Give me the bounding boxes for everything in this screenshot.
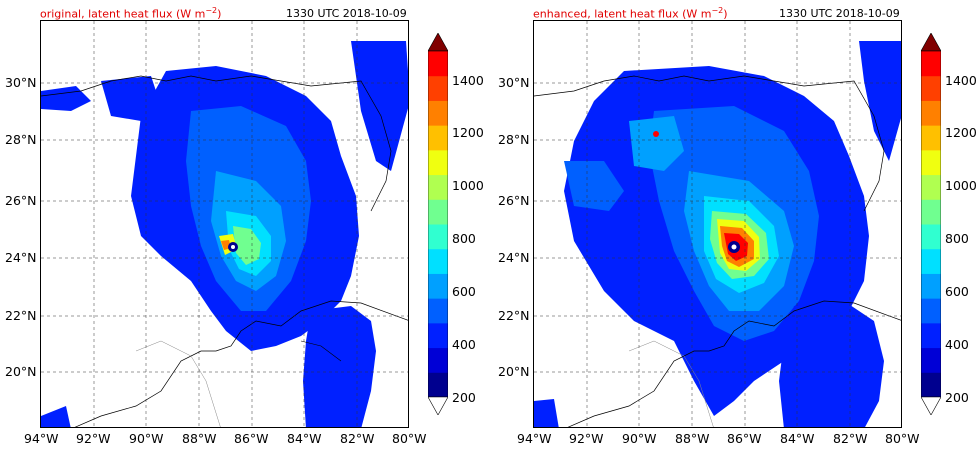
lat-tick: 24°N: [498, 250, 530, 265]
lat-tick: 26°N: [498, 193, 530, 208]
panel-original: original, latent heat flux (W m−2) 1330 …: [5, 6, 484, 446]
panel-title: enhanced, latent heat flux (W m−2): [533, 6, 728, 21]
colorbar-tick: 800: [452, 231, 476, 246]
colorbar-segment: [921, 224, 941, 250]
colorbar-segment: [921, 51, 941, 77]
map-original: [40, 20, 409, 428]
lon-tick: 84°W: [780, 431, 815, 446]
colorbar-tick: 1000: [452, 178, 484, 193]
lat-tick: 26°N: [5, 193, 37, 208]
lon-tick: 86°W: [727, 431, 762, 446]
colorbar-left: [428, 33, 448, 415]
colorbar-segment: [428, 100, 448, 126]
colorbar-segment: [428, 149, 448, 176]
colorbar-tick: 600: [945, 284, 969, 299]
lon-tick: 80°W: [885, 431, 920, 446]
map-enhanced: [533, 20, 902, 428]
lon-tick: 82°W: [340, 431, 375, 446]
colorbar-segment: [921, 248, 941, 274]
lon-tick: 90°W: [129, 431, 164, 446]
lat-tick: 22°N: [498, 308, 530, 323]
colorbar-segment: [428, 51, 448, 77]
lat-tick: 20°N: [498, 364, 530, 379]
lat-tick: 28°N: [498, 132, 530, 147]
colorbar-segment: [921, 199, 941, 225]
panel-timestamp: 1330 UTC 2018-10-09: [779, 7, 900, 20]
colorbar-tick: 1400: [452, 73, 484, 88]
colorbar-tick: 1200: [945, 125, 977, 140]
colorbar-tick: 200: [452, 390, 476, 405]
lat-tick: 24°N: [5, 250, 37, 265]
colorbar-segment: [428, 224, 448, 250]
colorbar-extend-min: [921, 396, 941, 415]
colorbar-tick: 800: [945, 231, 969, 246]
colorbar-segment: [428, 298, 448, 324]
lon-tick: 90°W: [622, 431, 657, 446]
lon-tick: 82°W: [833, 431, 868, 446]
lon-tick: 88°W: [182, 431, 217, 446]
lat-tick: 30°N: [498, 75, 530, 90]
lon-tick: 92°W: [76, 431, 111, 446]
panel-enhanced: enhanced, latent heat flux (W m−2) 1330 …: [493, 0, 980, 451]
colorbar-segment: [921, 372, 941, 398]
lon-tick: 92°W: [569, 431, 604, 446]
colorbar-tick: 400: [452, 337, 476, 352]
colorbar-tick: 200: [945, 390, 969, 405]
lat-tick: 28°N: [5, 132, 37, 147]
lat-tick: 20°N: [5, 364, 37, 379]
colorbar-tick: 400: [945, 337, 969, 352]
colorbar-segment: [428, 174, 448, 200]
lat-tick: 30°N: [5, 75, 37, 90]
colorbar-segment: [921, 75, 941, 101]
colorbar-segment: [921, 174, 941, 200]
colorbar-segment: [428, 125, 448, 151]
colorbar-tick: 1400: [945, 73, 977, 88]
colorbar-extend-min: [428, 396, 448, 415]
colorbar-tick: 1200: [452, 125, 484, 140]
colorbar-extend-max: [921, 33, 941, 52]
lon-tick: 86°W: [234, 431, 269, 446]
colorbar-right: [921, 33, 941, 415]
lon-tick: 80°W: [392, 431, 427, 446]
colorbar-segment: [428, 347, 448, 373]
colorbar-tick: 600: [452, 284, 476, 299]
colorbar-segment: [921, 100, 941, 126]
colorbar-segment: [428, 273, 448, 299]
colorbar-segment: [921, 273, 941, 299]
panel-timestamp: 1330 UTC 2018-10-09: [286, 7, 407, 20]
map-original-canvas: [41, 21, 408, 427]
colorbar-segment: [428, 372, 448, 398]
lon-tick: 88°W: [675, 431, 710, 446]
colorbar-tick: 1000: [945, 178, 977, 193]
colorbar-segment: [428, 75, 448, 101]
colorbar-segment: [428, 199, 448, 225]
lat-tick: 22°N: [5, 308, 37, 323]
colorbar-segment: [921, 347, 941, 373]
colorbar-segment: [921, 298, 941, 324]
map-enhanced-canvas: [534, 21, 901, 427]
lon-tick: 84°W: [287, 431, 322, 446]
colorbar-segment: [428, 248, 448, 274]
colorbar-segment: [428, 322, 448, 349]
lon-tick: 94°W: [24, 431, 59, 446]
lon-tick: 94°W: [517, 431, 552, 446]
colorbar-segment: [921, 125, 941, 151]
colorbar-segment: [921, 322, 941, 349]
colorbar-extend-max: [428, 33, 448, 52]
colorbar-segment: [921, 149, 941, 176]
panel-title: original, latent heat flux (W m−2): [40, 6, 222, 21]
